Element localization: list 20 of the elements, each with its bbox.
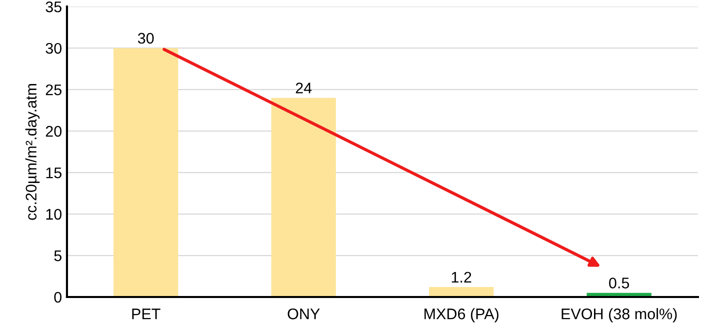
data-label: 1.2	[452, 272, 472, 282]
y-tick-label: 5	[54, 250, 62, 262]
y-tick-label: 35	[46, 1, 62, 12]
y-tick-label: 30	[46, 42, 62, 54]
y-tick-label: 0	[54, 292, 62, 303]
data-label: 24	[296, 82, 312, 94]
bar	[428, 287, 494, 297]
bar	[271, 98, 336, 297]
x-tick-label: ONY	[288, 308, 320, 320]
x-tick-label: PET	[132, 308, 160, 320]
y-tick-label: 10	[46, 208, 62, 220]
y-tick-label: 25	[46, 84, 62, 96]
data-label: 30	[138, 32, 154, 44]
x-tick-label: EVOH (38 mol%)	[562, 308, 677, 322]
y-tick-label: 20	[46, 126, 62, 137]
y-axis-title: cc.20µm/m².day.atm	[25, 84, 40, 220]
bar	[114, 48, 178, 297]
x-tick-label: MXD6 (PA)	[424, 308, 498, 322]
y-tick-label: 15	[46, 168, 62, 178]
data-label: 0.5	[609, 278, 630, 288]
